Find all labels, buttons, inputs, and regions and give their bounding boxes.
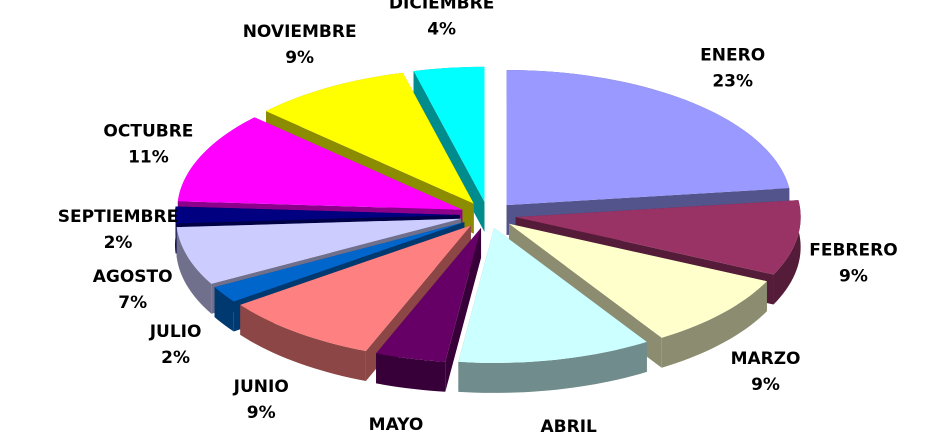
slice-value-label: 9% xyxy=(751,375,780,395)
slice-top xyxy=(458,227,647,363)
slice-side xyxy=(376,353,446,392)
slice-top xyxy=(509,223,767,338)
slice-label: SEPTIEMBRE xyxy=(58,207,178,227)
slice-label: MARZO xyxy=(731,349,801,369)
slice-label: AGOSTO xyxy=(93,267,173,287)
slice-value-label: 4% xyxy=(382,441,411,443)
slice-top xyxy=(240,225,471,351)
slice-label: JULIO xyxy=(149,322,202,342)
slice xyxy=(458,227,647,393)
slice-label: DICIEMBRE xyxy=(389,0,494,14)
slice-value-label: 23% xyxy=(712,72,753,92)
slice-top xyxy=(515,200,801,275)
slice-top xyxy=(265,72,474,204)
slice-top xyxy=(376,227,482,362)
slice-value-label: 7% xyxy=(118,293,147,313)
slice xyxy=(376,227,482,392)
slice-top xyxy=(177,117,463,210)
slice-side xyxy=(176,227,212,314)
slice-top xyxy=(214,222,465,302)
slice-value-label: 2% xyxy=(161,348,190,368)
slice-value-label: 9% xyxy=(247,403,276,423)
slice-label: MAYO xyxy=(369,415,424,435)
slice-side xyxy=(445,227,482,392)
slice-value-label: 11% xyxy=(128,148,169,168)
slice-label: OCTUBRE xyxy=(103,122,193,142)
slice-label: ENERO xyxy=(700,46,765,66)
slice-label: JUNIO xyxy=(233,377,289,397)
slice-top xyxy=(175,206,460,224)
slice-label: ABRIL xyxy=(541,417,598,437)
slice-value-label: 9% xyxy=(285,48,314,68)
slice-top xyxy=(176,218,462,284)
slice-top xyxy=(506,70,790,206)
slice-value-label: 2% xyxy=(104,233,133,253)
slice-value-label: 4% xyxy=(427,20,456,40)
slice-top xyxy=(413,66,485,202)
slice-side xyxy=(773,200,801,305)
slice-side xyxy=(458,341,647,393)
slice-value-label: 9% xyxy=(839,267,868,287)
slice-label: FEBRERO xyxy=(809,241,897,261)
slice-label: NOVIEMBRE xyxy=(243,22,357,42)
